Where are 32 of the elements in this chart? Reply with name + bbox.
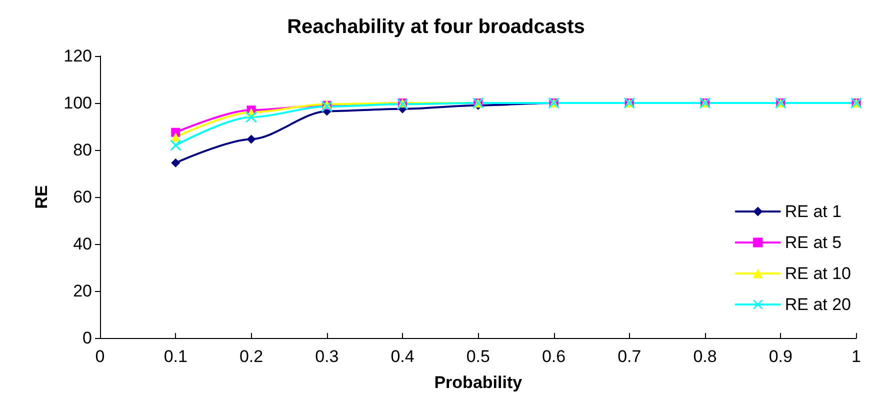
x-axis-title: Probability xyxy=(434,373,523,392)
x-tick-label: 0.2 xyxy=(239,347,264,366)
y-tick-label: 80 xyxy=(73,140,92,160)
y-tick-label: 0 xyxy=(82,328,92,348)
x-tick-label: 0.3 xyxy=(315,347,339,366)
x-tick-label: 0.4 xyxy=(390,347,414,366)
point xyxy=(321,101,332,112)
legend-label: RE at 5 xyxy=(784,233,842,252)
legend-label: RE at 20 xyxy=(784,295,852,314)
x-tick-label: 0.6 xyxy=(542,347,566,366)
legend-label: RE at 1 xyxy=(784,202,842,221)
point xyxy=(171,158,180,168)
y-tick-label: 40 xyxy=(73,234,92,254)
y-tick-label: 60 xyxy=(73,188,92,206)
y-axis-title: RE xyxy=(32,185,51,209)
x-tick-label: 0 xyxy=(95,347,105,366)
point xyxy=(397,98,408,110)
point xyxy=(246,134,256,144)
x-tick-label: 0.1 xyxy=(164,347,188,366)
y-tick-label: 120 xyxy=(64,46,92,66)
point xyxy=(246,112,257,123)
x-tick-label: 0.7 xyxy=(618,347,642,366)
y-tick-label: 20 xyxy=(73,282,92,300)
x-tick-label: 0.5 xyxy=(466,347,490,366)
y-tick-label: 100 xyxy=(64,94,92,112)
x-tick-label: 1 xyxy=(852,347,862,366)
legend-label: RE at 10 xyxy=(784,264,852,283)
x-tick-label: 0.8 xyxy=(693,347,717,366)
point xyxy=(170,140,182,151)
x-tick-label: 0.9 xyxy=(768,347,792,366)
point xyxy=(171,132,180,142)
chart-title: Reachability at four broadcasts xyxy=(287,16,585,38)
